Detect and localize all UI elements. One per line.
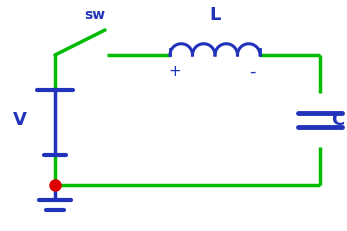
Text: -: - bbox=[249, 63, 255, 81]
Text: C: C bbox=[331, 111, 345, 129]
Text: V: V bbox=[13, 111, 27, 129]
Text: L: L bbox=[209, 6, 221, 24]
Text: +: + bbox=[169, 64, 181, 79]
Text: sw: sw bbox=[84, 8, 105, 22]
